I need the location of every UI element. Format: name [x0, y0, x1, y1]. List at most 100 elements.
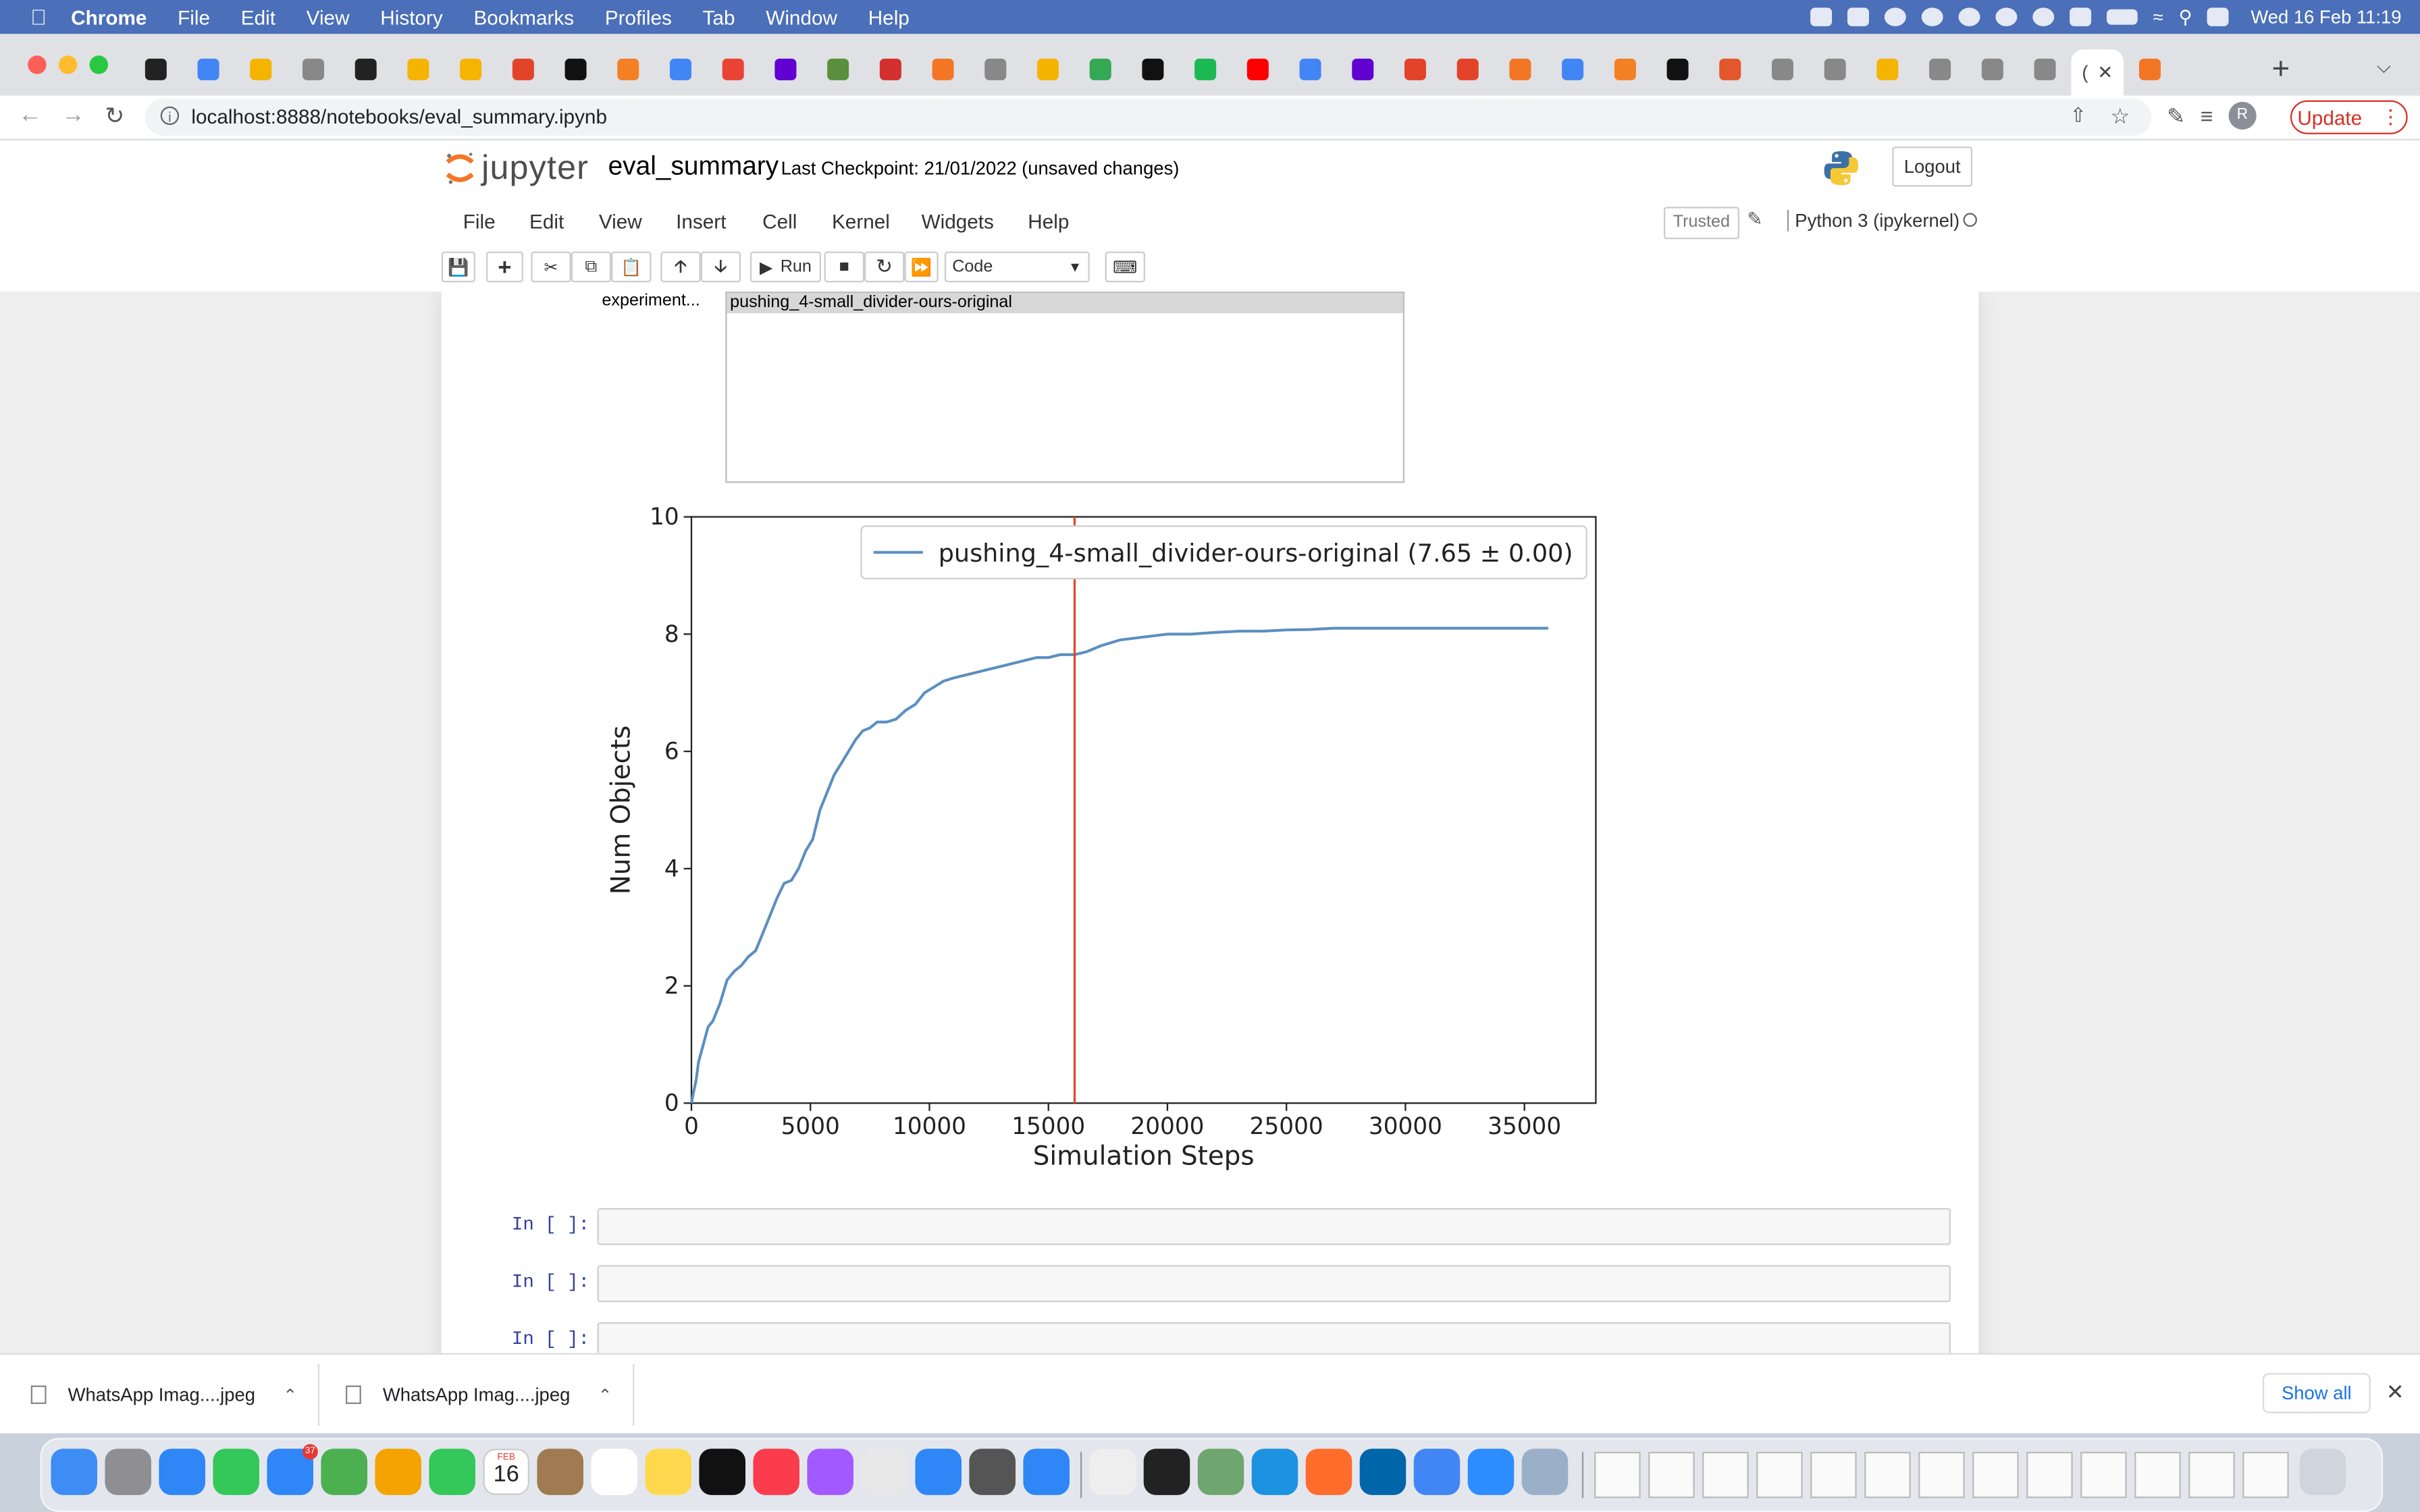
browser-tab[interactable]	[654, 49, 707, 89]
minimized-window-thumbnail[interactable]	[1864, 1451, 1911, 1498]
close-download-bar-icon[interactable]: ✕	[2386, 1379, 2404, 1404]
dock-app-icon[interactable]	[1305, 1449, 1352, 1495]
menubar-clock[interactable]: Wed 16 Feb 11:19	[2251, 6, 2402, 28]
play-status-icon[interactable]	[2032, 7, 2055, 26]
nb-menu-help[interactable]: Help	[1028, 209, 1070, 234]
browser-tab[interactable]	[2019, 49, 2072, 89]
menu-edit[interactable]: Edit	[240, 5, 275, 29]
browser-tab[interactable]	[969, 49, 1022, 89]
share-icon[interactable]: ⇧	[2070, 103, 2087, 127]
minimized-window-thumbnail[interactable]	[1918, 1451, 1965, 1498]
nb-menu-edit[interactable]: Edit	[529, 209, 564, 234]
close-tab-icon[interactable]: ✕	[2097, 61, 2113, 84]
minimized-window-thumbnail[interactable]	[1756, 1451, 1803, 1498]
browser-tab[interactable]	[1809, 49, 1862, 89]
browser-tab[interactable]	[1074, 49, 1127, 89]
download-filename[interactable]: WhatsApp Imag....jpeg	[68, 1384, 256, 1406]
dock-app-icon[interactable]	[1359, 1449, 1406, 1495]
browser-tab[interactable]	[707, 49, 760, 89]
dock-app-icon[interactable]	[1521, 1449, 1569, 1495]
minimized-window-thumbnail[interactable]	[2026, 1451, 2073, 1498]
dock-app-icon[interactable]	[375, 1449, 421, 1495]
browser-tab[interactable]	[1756, 49, 1809, 89]
download-item[interactable]: WhatsApp Imag....jpeg ⌃	[345, 1355, 612, 1435]
menu-history[interactable]: History	[380, 5, 443, 29]
browser-tab[interactable]	[917, 49, 970, 89]
flag-input-icon[interactable]	[2070, 7, 2092, 26]
download-item[interactable]: WhatsApp Imag....jpeg ⌃	[30, 1355, 298, 1435]
more-menu-icon[interactable]: ⋮	[2380, 105, 2401, 128]
browser-tab[interactable]	[812, 49, 864, 89]
dock-app-icon[interactable]	[861, 1449, 908, 1495]
minimized-window-thumbnail[interactable]	[2080, 1451, 2127, 1498]
browser-tab[interactable]	[287, 49, 340, 89]
extensions-icon[interactable]: ✎	[2167, 102, 2185, 128]
wifi-icon[interactable]: ≈	[2153, 6, 2163, 28]
selected-option[interactable]: pushing_4-small_divider-ours-original	[727, 293, 1403, 313]
dock-app-icon[interactable]	[591, 1449, 637, 1495]
minimized-window-thumbnail[interactable]	[1702, 1451, 1749, 1498]
dock-app-icon[interactable]: FEB 16	[483, 1449, 529, 1495]
cell-input[interactable]	[597, 1208, 1951, 1245]
browser-tab[interactable]	[864, 49, 917, 89]
browser-tab[interactable]	[392, 49, 445, 89]
notebook-name[interactable]: eval_summary	[608, 151, 779, 181]
zoom-status-icon[interactable]	[1847, 7, 1869, 26]
browser-tab[interactable]	[550, 49, 602, 89]
command-palette-button[interactable]: ⌨	[1105, 251, 1145, 283]
tab-search-icon[interactable]: ⌵	[2376, 55, 2391, 78]
browser-tab[interactable]	[1442, 49, 1494, 89]
dock-app-icon[interactable]	[537, 1449, 583, 1495]
paste-button[interactable]: 📋	[611, 251, 652, 283]
dock-app-icon[interactable]	[429, 1449, 475, 1495]
dock-app-icon[interactable]: 37	[267, 1444, 318, 1495]
bookmark-star-icon[interactable]: ☆	[2110, 103, 2130, 128]
dock-app-icon[interactable]	[51, 1449, 97, 1495]
browser-tab[interactable]	[1232, 49, 1284, 89]
browser-tab[interactable]	[497, 49, 550, 89]
dock-app-icon[interactable]	[105, 1449, 151, 1495]
dock-app-icon[interactable]	[1089, 1449, 1136, 1495]
browser-tab[interactable]	[130, 49, 182, 89]
minimized-window-thumbnail[interactable]	[1594, 1451, 1641, 1498]
experiment-select[interactable]: pushing_4-small_divider-ours-original	[725, 291, 1404, 483]
forward-icon[interactable]: →	[61, 101, 85, 128]
browser-tab[interactable]	[1494, 49, 1547, 89]
cell-type-select[interactable]: Code ▼	[944, 251, 1090, 283]
chevron-up-icon[interactable]: ⌃	[283, 1386, 298, 1405]
browser-tab[interactable]	[340, 49, 392, 89]
minimized-window-thumbnail[interactable]	[1648, 1451, 1695, 1498]
spotlight-icon[interactable]: ⚲	[2178, 6, 2192, 28]
menu-app-name[interactable]: Chrome	[71, 5, 147, 29]
dock-app-icon[interactable]	[915, 1449, 962, 1495]
nb-menu-kernel[interactable]: Kernel	[831, 209, 890, 234]
menu-help[interactable]: Help	[868, 5, 910, 29]
trusted-indicator[interactable]: Trusted	[1663, 207, 1739, 240]
save-button[interactable]: 💾	[441, 251, 475, 283]
copy-button[interactable]: ⧉	[571, 251, 612, 283]
browser-tab[interactable]	[234, 49, 287, 89]
update-button[interactable]: Update ⋮	[2290, 100, 2408, 134]
browser-tab[interactable]	[182, 49, 235, 89]
run-button[interactable]: ▶ Run	[749, 251, 821, 283]
browser-tab[interactable]	[1862, 49, 1914, 89]
cut-button[interactable]: ✂	[531, 251, 571, 283]
browser-tab[interactable]	[1284, 49, 1337, 89]
move-up-button[interactable]: 🡡	[660, 251, 701, 283]
browser-tab[interactable]	[444, 49, 497, 89]
browser-tab[interactable]	[1336, 49, 1389, 89]
profile-avatar[interactable]: R	[2228, 101, 2257, 130]
move-down-button[interactable]: 🡣	[700, 251, 741, 283]
browser-tab[interactable]	[1652, 49, 1704, 89]
vpn-status-icon[interactable]	[1995, 7, 2018, 26]
url-text[interactable]: localhost:8888/notebooks/eval_summary.ip…	[191, 105, 607, 128]
screen-share-icon[interactable]	[1810, 7, 1833, 26]
dock-app-icon[interactable]	[753, 1449, 799, 1495]
logout-button[interactable]: Logout	[1892, 146, 1973, 187]
chevron-up-icon[interactable]: ⌃	[598, 1386, 612, 1405]
dock-app-icon[interactable]	[807, 1449, 853, 1495]
nb-menu-insert[interactable]: Insert	[676, 209, 727, 234]
browser-tab[interactable]	[1179, 49, 1232, 89]
menu-bookmarks[interactable]: Bookmarks	[473, 5, 575, 29]
browser-tab[interactable]	[1389, 49, 1442, 89]
